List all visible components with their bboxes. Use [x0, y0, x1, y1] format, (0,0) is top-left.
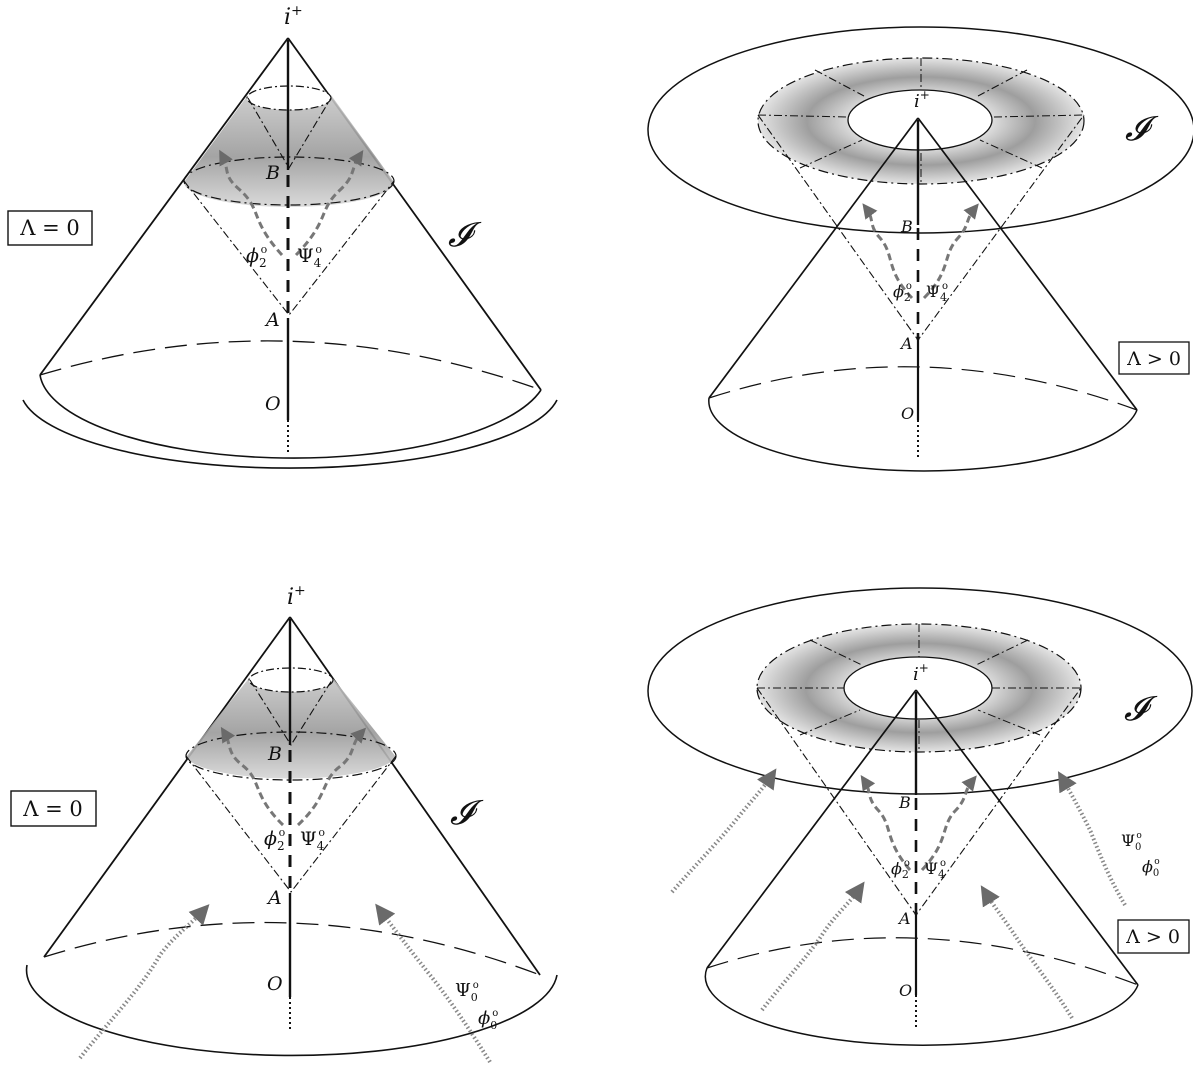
cone-base-front: [708, 397, 1138, 472]
incoming-wave-right: [375, 903, 492, 1064]
inner-cone-lower: [185, 755, 397, 893]
wave-right: [922, 203, 979, 300]
incoming-wave-inner-right: [980, 885, 1074, 1020]
incoming-phi0-label: ϕ0o: [478, 1008, 498, 1032]
wave-left: [219, 149, 284, 257]
point-b-label: B: [265, 162, 280, 184]
panel-bottom-left: i+ B A O 𝓘 ϕ2o Ψ4o Ψ0o ϕ0o Λ = 0: [10, 583, 558, 1064]
apex-label: i+: [284, 3, 303, 30]
apex-label: i+: [287, 583, 306, 610]
cone-base-back: [706, 937, 1139, 986]
svg-text:Λ = 0: Λ = 0: [22, 797, 82, 821]
point-a-label: A: [897, 909, 911, 928]
origin-label: O: [267, 973, 283, 995]
apex-label: i+: [913, 661, 929, 685]
incoming-psi0-label: Ψ0o: [455, 980, 479, 1004]
cone-side-right: [915, 689, 1139, 986]
field-psi4-label: Ψ4o: [300, 826, 325, 853]
cone-base-front-left: [22, 399, 558, 469]
field-phi2-label: ϕ2o: [891, 858, 910, 881]
field-psi4-label: Ψ4o: [924, 858, 946, 881]
panel-top-right: i+ B A O 𝓘 ϕ2o Ψ4o Λ > 0: [647, 26, 1193, 472]
scri-label: 𝓘: [448, 215, 482, 255]
incoming-phi0-label: ϕ0o: [1142, 857, 1160, 879]
point-a-label: A: [899, 334, 913, 353]
lambda-box: Λ > 0: [1117, 919, 1190, 954]
wave-left: [860, 775, 912, 871]
ring-spokes: [757, 624, 1081, 752]
cone-base-front: [25, 964, 558, 1057]
ring-spokes: [757, 58, 1085, 184]
svg-text:Λ > 0: Λ > 0: [1125, 926, 1180, 948]
point-b-label: B: [267, 743, 282, 765]
wave-right: [296, 727, 367, 827]
lambda-box: Λ > 0: [1118, 341, 1190, 375]
origin-label: O: [265, 393, 281, 415]
field-phi2-label: ϕ2o: [264, 826, 286, 853]
inner-cone-lower: [183, 180, 395, 316]
lambda-box: Λ = 0: [7, 210, 93, 246]
cone-base-front: [39, 374, 542, 459]
incoming-wave-inner-left: [760, 881, 865, 1012]
incoming-wave-outer-left: [670, 768, 777, 894]
wave-right: [920, 775, 977, 872]
point-b-label: B: [898, 793, 911, 812]
field-phi2-label: ϕ2o: [893, 281, 912, 304]
panel-top-left: i+ B A O 𝓘 ϕ2o Ψ4o Λ = 0: [7, 3, 558, 469]
cone-side-right: [289, 616, 541, 976]
cone-side-left: [706, 689, 917, 969]
point-a-label: A: [264, 309, 280, 331]
ring-inner-hole: [843, 656, 993, 720]
panel-bottom-right: i+ B A O 𝓘 ϕ2o Ψ4o Ψ0o ϕ0o Λ > 0: [647, 587, 1193, 1046]
cone-base-front: [704, 967, 1139, 1046]
cone-base-back: [39, 340, 542, 391]
point-a-label: A: [266, 887, 282, 909]
incoming-wave-outer-right: [1057, 771, 1127, 907]
origin-label: O: [899, 981, 912, 1000]
origin-label: O: [901, 404, 914, 423]
scri-label: 𝓘: [450, 793, 484, 833]
cone-side-right: [917, 117, 1138, 411]
wave-left: [220, 726, 285, 827]
incoming-wave-left: [78, 904, 210, 1060]
cone-base-back: [43, 921, 541, 976]
incoming-psi0-label: Ψ0o: [1121, 831, 1142, 853]
wave-right: [294, 150, 364, 257]
wave-left: [862, 203, 914, 300]
svg-text:Λ = 0: Λ = 0: [19, 216, 79, 240]
apex-label: i+: [914, 88, 930, 112]
cone-side-left: [43, 616, 291, 958]
lambda-box: Λ = 0: [10, 790, 97, 827]
field-psi4-label: Ψ4o: [926, 281, 948, 304]
cone-side-left: [39, 37, 289, 376]
field-phi2-label: ϕ2o: [246, 243, 268, 270]
cone-side-left: [708, 117, 919, 399]
cone-side-right: [287, 37, 542, 391]
cone-base-back: [708, 366, 1138, 411]
point-b-label: B: [900, 217, 913, 236]
field-psi4-label: Ψ4o: [297, 243, 322, 270]
svg-text:Λ > 0: Λ > 0: [1126, 348, 1181, 370]
